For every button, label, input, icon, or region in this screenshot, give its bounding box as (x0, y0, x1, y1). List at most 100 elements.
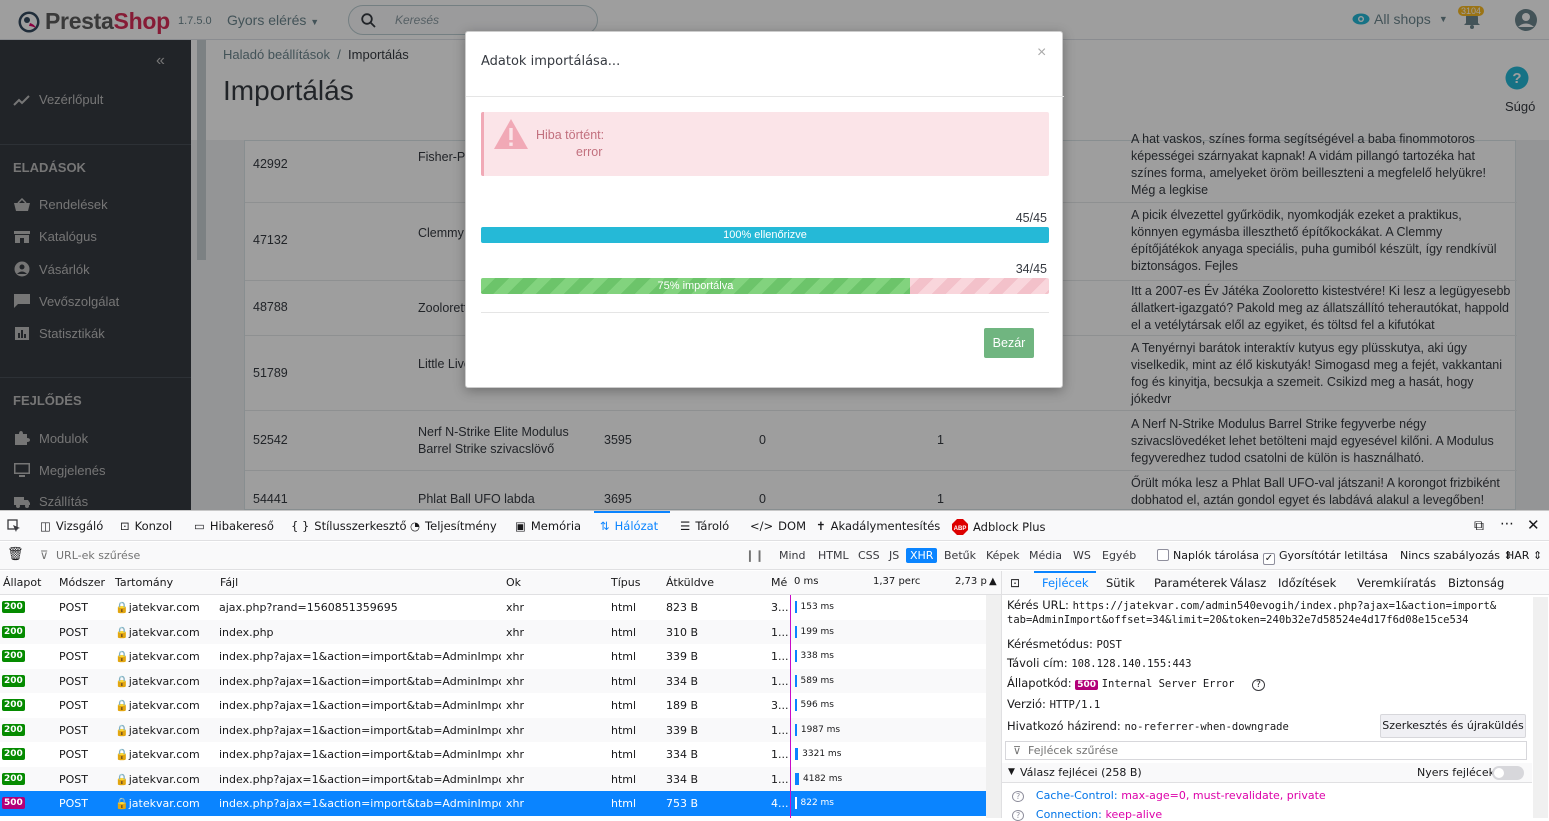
close-devtools-icon[interactable]: ✕ (1527, 516, 1540, 534)
request-row[interactable]: 200 POST 🔒jatekvar.com index.php xhr html 310 … (0, 619, 986, 644)
imported-count: 34/45 (1015, 262, 1047, 276)
close-button[interactable]: Bezár (984, 328, 1034, 358)
col-domain[interactable]: Tartomány (115, 576, 174, 589)
filter-xhr[interactable]: XHR (906, 548, 938, 563)
tab-console[interactable]: ⊡ Konzol (120, 519, 173, 533)
trash-icon[interactable]: 🗑 (7, 547, 24, 562)
scroll-arrow-icon[interactable]: ▲ (989, 576, 997, 587)
desktop-icon (14, 463, 30, 477)
filter-media[interactable]: Média (1029, 549, 1063, 562)
tab-inspector[interactable]: ◫ Vizsgáló (40, 519, 104, 533)
shop-selector[interactable]: All shops ▼ (1352, 11, 1448, 27)
persist-logs-checkbox[interactable]: Naplók tárolása (1157, 549, 1259, 562)
help-circle-icon[interactable]: ? (1252, 679, 1265, 691)
prestashop-logo[interactable]: PrestaShop (18, 8, 170, 35)
toggle-sidebar-icon[interactable]: ⊡ (1010, 576, 1021, 590)
details-scrollbar[interactable] (1533, 597, 1548, 818)
request-row[interactable]: 200 POST 🔒jatekvar.com index.php?ajax=1&act… (0, 668, 986, 693)
request-file: index.php?ajax=1&action=import&tab=Admin… (219, 650, 501, 663)
filter-css[interactable]: CSS (858, 549, 880, 562)
sidebar-scrollbar[interactable] (197, 40, 206, 260)
detail-tab-headers[interactable]: Fejlécek (1042, 576, 1089, 590)
detail-tab-response[interactable]: Válasz (1230, 576, 1267, 590)
detail-tab-timings[interactable]: Időzítések (1278, 576, 1337, 590)
request-row[interactable]: 200 POST 🔒jatekvar.com index.php?ajax=1&act… (0, 766, 986, 791)
request-list-scrollbar[interactable] (986, 595, 1001, 818)
collapse-sidebar-icon[interactable]: « (156, 52, 165, 69)
user-account-icon[interactable] (1514, 8, 1538, 32)
filter-images[interactable]: Képek (986, 549, 1020, 562)
sidebar-item-customers[interactable]: Vásárlók (13, 261, 90, 277)
request-method: POST (59, 674, 88, 688)
tab-memory[interactable]: ▣ Memória (515, 519, 582, 533)
edit-resend-button[interactable]: Szerkesztés és újraküldés (1380, 714, 1526, 738)
tab-network[interactable]: ⇅ Hálózat (600, 519, 659, 533)
disable-cache-checkbox[interactable]: ✓ Gyorsítótár letiltása (1263, 549, 1388, 565)
help-icon[interactable]: ? (1505, 66, 1529, 90)
filter-fonts[interactable]: Betűk (944, 549, 976, 562)
filter-ws[interactable]: WS (1073, 549, 1091, 562)
sidebar-item-shipping[interactable]: Szállítás (13, 494, 88, 509)
col-status[interactable]: Állapot (3, 576, 42, 589)
raw-headers-toggle[interactable] (1492, 766, 1524, 780)
url-filter-input[interactable]: URL-ek szűrése (56, 549, 141, 562)
request-domain: 🔒jatekvar.com (115, 748, 200, 761)
help-circle-icon[interactable]: ? (1012, 791, 1025, 802)
request-row[interactable]: 200 POST 🔒jatekvar.com index.php?ajax=1&act… (0, 717, 986, 742)
breadcrumb-parent[interactable]: Haladó beállítások (223, 47, 330, 62)
tab-performance[interactable]: ◔ Teljesítmény (410, 519, 497, 533)
tab-storage[interactable]: ☰ Tároló (680, 519, 730, 533)
quick-access-dropdown[interactable]: Gyors elérés ▼ (227, 12, 320, 28)
request-row[interactable]: 200 POST 🔒jatekvar.com index.php?ajax=1&act… (0, 644, 986, 669)
tab-style-editor[interactable]: { } Stílusszerkesztő (291, 519, 407, 533)
col-size[interactable]: Mé (771, 576, 788, 589)
filter-other[interactable]: Egyéb (1102, 549, 1137, 562)
request-cause: xhr (506, 674, 525, 688)
filter-all[interactable]: Mind (779, 549, 806, 562)
tab-debugger[interactable]: ▭ Hibakereső (194, 519, 274, 533)
filter-js[interactable]: JS (889, 549, 900, 562)
detail-tab-stack[interactable]: Veremkiíratás (1357, 576, 1437, 590)
waterfall-bar (795, 748, 799, 760)
search-input[interactable]: Keresés (395, 13, 440, 27)
request-row[interactable]: 200 POST 🔒jatekvar.com index.php?ajax=1&act… (0, 742, 986, 767)
sidebar-item-customer-service[interactable]: Vevőszolgálat (13, 293, 119, 309)
help-circle-icon[interactable]: ? (1012, 810, 1025, 821)
request-row[interactable]: 200 POST 🔒jatekvar.com index.php?ajax=1&act… (0, 693, 986, 718)
waterfall-bar (795, 772, 799, 785)
request-row[interactable]: 200 POST 🔒jatekvar.com ajax.php?rand=156085… (0, 595, 986, 620)
pause-icon[interactable]: ❙❙ (745, 548, 765, 562)
detail-tab-cookies[interactable]: Sütik (1106, 576, 1135, 590)
col-method[interactable]: Módszer (59, 576, 105, 589)
detail-tab-security[interactable]: Biztonság (1448, 576, 1505, 590)
sidebar-item-design[interactable]: Megjelenés (13, 462, 106, 478)
col-file[interactable]: Fájl (220, 576, 239, 589)
har-menu[interactable]: HAR ⇕ (1506, 549, 1543, 562)
request-row[interactable]: 500 POST 🔒jatekvar.com index.php?ajax=1&act… (0, 791, 986, 816)
sidebar-item-catalog[interactable]: Katalógus (13, 229, 97, 244)
status-badge: 200 (2, 674, 25, 687)
sidebar-item-stats[interactable]: Statisztikák (13, 325, 105, 341)
help-label[interactable]: Súgó (1505, 99, 1536, 114)
sidebar: « Vezérlőpult ELADÁSOK Rendelések Kataló… (0, 40, 191, 510)
tab-adblock-plus[interactable]: ABP Adblock Plus (952, 519, 1046, 535)
col-transferred[interactable]: Átküldve (666, 576, 714, 589)
element-picker-icon[interactable] (7, 519, 21, 533)
request-type: html (611, 650, 637, 663)
header-filter-input[interactable]: ⊽ Fejlécek szűrése (1005, 741, 1527, 760)
tab-dom[interactable]: </> DOM (750, 519, 806, 533)
response-headers-section[interactable]: ▼ Válasz fejlécei (258 B) Nyers fejlécek (1002, 763, 1532, 783)
detail-tab-params[interactable]: Paraméterek (1154, 576, 1228, 590)
sidebar-item-dashboard[interactable]: Vezérlőpult (13, 92, 103, 107)
col-type[interactable]: Típus (611, 576, 641, 589)
sidebar-item-orders[interactable]: Rendelések (13, 197, 108, 212)
tab-accessibility[interactable]: ✝ Akadálymentesítés (816, 519, 941, 533)
close-icon[interactable]: × (1037, 44, 1047, 61)
sidebar-item-modules[interactable]: Modulok (13, 430, 88, 446)
more-options-icon[interactable]: ⋯ (1500, 516, 1514, 532)
dock-icon[interactable]: ⧉ (1474, 518, 1484, 534)
filter-html[interactable]: HTML (818, 549, 849, 562)
col-cause[interactable]: Ok (506, 576, 522, 589)
request-file: index.php?ajax=1&action=import&tab=Admin… (219, 674, 501, 688)
throttling-select[interactable]: Nincs szabályozás ⇕ (1400, 549, 1513, 562)
